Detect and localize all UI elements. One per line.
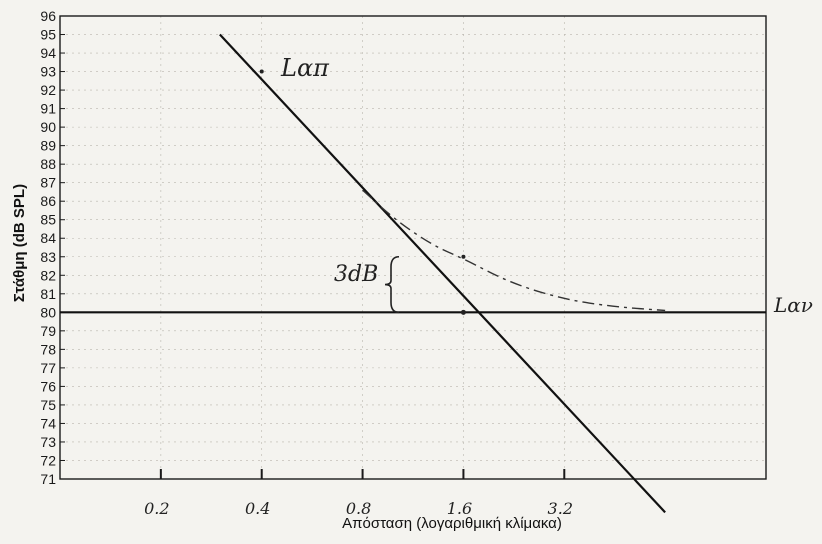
y-tick-label: 85 [40,212,56,228]
y-axis-label: Στάθμη (dB SPL) [11,184,28,302]
y-tick-label: 87 [40,175,56,191]
series-line-combined [363,190,666,310]
plot-frame [60,16,766,479]
y-tick-label: 83 [40,249,56,265]
x-axis-label: Απόσταση (λογαριθμική κλίμακα) [342,515,562,532]
grid [60,16,766,479]
y-tick-label: 92 [40,82,56,98]
y-tick-label: 91 [40,101,56,117]
x-tick-label: 0.2 [144,499,169,518]
y-tick-label: 73 [40,434,56,450]
y-tick-label: 74 [40,415,56,431]
intersection-dot [461,310,466,315]
y-tick-label: 94 [40,45,56,61]
y-tick-label: 93 [40,64,56,80]
y-tick-label: 86 [40,193,56,209]
y-tick-label: 72 [40,452,56,468]
y-axis-ticks: 71 72 73 74 75 76 77 78 79 80 81 82 83 84 85 86 87 88 89 90… [40,8,65,487]
plot-border [60,16,766,479]
y-tick-label: 82 [40,267,56,283]
y-tick-label: 71 [40,471,56,487]
label-3db: 3dB [334,262,378,287]
y-tick-label: 76 [40,378,56,394]
marker-dot [260,70,264,74]
dashed-point-dot [461,255,465,259]
y-tick-label: 80 [40,304,56,320]
y-tick-label: 79 [40,323,56,339]
y-tick-label: 75 [40,397,56,413]
y-tick-label: 84 [40,230,56,246]
y-tick-label: 77 [40,360,56,376]
series-line-lap [220,35,665,513]
label-lav: Lαν [773,293,813,317]
y-tick-label: 90 [40,119,56,135]
x-tick-label: 0.4 [245,499,270,518]
label-lap: Lαπ [280,54,330,82]
y-tick-label: 89 [40,138,56,154]
y-tick-label: 88 [40,156,56,172]
series-group [60,35,766,513]
y-tick-label: 81 [40,286,56,302]
y-tick-label: 95 [40,27,56,43]
y-tick-label: 96 [40,8,56,24]
brace-3db [385,257,399,313]
y-tick-label: 78 [40,341,56,357]
